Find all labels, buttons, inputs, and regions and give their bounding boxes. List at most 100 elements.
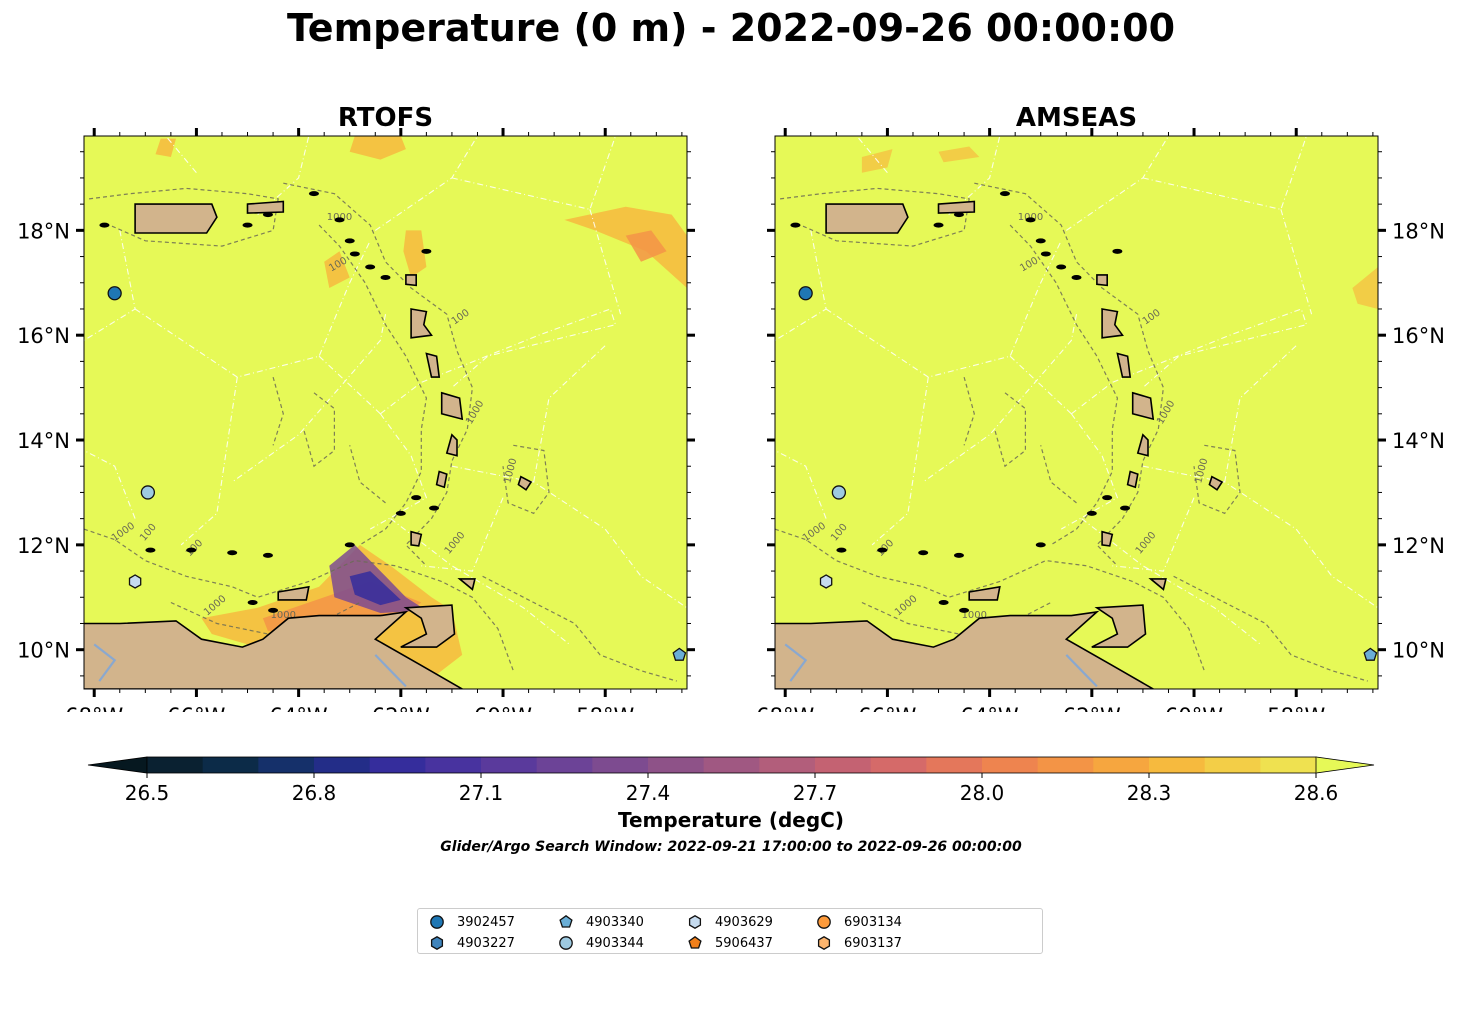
temperature-anomaly bbox=[349, 136, 406, 160]
temperature-anomaly bbox=[349, 571, 401, 606]
small-island bbox=[1086, 510, 1097, 516]
antigua-island bbox=[1096, 274, 1109, 287]
colorbar-tick-label: 28.3 bbox=[1127, 781, 1172, 805]
legend-item-4903629: 4903629 bbox=[686, 912, 773, 932]
trinidad-island bbox=[400, 604, 456, 648]
lon-tick-label: 62°W bbox=[372, 704, 430, 712]
legend-marker-icon bbox=[688, 915, 702, 929]
colorbar-segment bbox=[202, 757, 259, 773]
eez-boundary bbox=[1142, 465, 1378, 609]
colorbar-segment bbox=[369, 757, 426, 773]
tobago-island bbox=[1148, 578, 1167, 591]
lat-tick-label: 14°N bbox=[17, 429, 70, 453]
lon-tick-label: 60°W bbox=[1165, 704, 1223, 712]
eez-boundary bbox=[231, 314, 387, 483]
colorbar-segment bbox=[815, 757, 872, 773]
rtofs-panel-title: RTOFS bbox=[338, 103, 433, 133]
margarita-island bbox=[968, 585, 1001, 601]
st-lucia-island bbox=[445, 433, 458, 457]
lon-tick-label: 66°W bbox=[858, 704, 916, 712]
small-island bbox=[1056, 264, 1067, 270]
lat-tick-label: 16°N bbox=[1392, 324, 1445, 348]
legend-marker-icon bbox=[430, 936, 444, 950]
eez-boundary bbox=[856, 136, 888, 174]
legend-marker-3902457 bbox=[430, 915, 444, 929]
tobago-island bbox=[457, 578, 476, 591]
puerto-rico-island bbox=[825, 203, 909, 234]
eez-boundary bbox=[775, 230, 827, 341]
virgin-islands bbox=[937, 200, 976, 214]
colorbar-segment bbox=[592, 757, 649, 773]
colorbar-tick-label: 27.7 bbox=[793, 781, 838, 805]
small-island bbox=[395, 510, 406, 516]
small-island bbox=[1025, 217, 1036, 223]
barbados-island bbox=[517, 475, 533, 491]
float-marker-4903629 bbox=[128, 574, 142, 589]
colorbar-segment bbox=[1037, 757, 1094, 773]
lon-tick-label: 68°W bbox=[756, 704, 814, 712]
float-marker-3902457 bbox=[107, 286, 122, 301]
eez-boundary bbox=[1071, 308, 1308, 415]
colorbar-label: Temperature (degC) bbox=[618, 808, 844, 832]
bathymetry-contour bbox=[502, 444, 550, 515]
colorbar-tick-label: 27.4 bbox=[626, 781, 671, 805]
st-lucia-island bbox=[1136, 433, 1149, 457]
lat-tick-label: 10°N bbox=[17, 639, 70, 663]
lat-tick-label: 16°N bbox=[17, 324, 70, 348]
small-island bbox=[349, 251, 360, 257]
small-island bbox=[429, 505, 440, 511]
legend-item-4903344: 4903344 bbox=[557, 933, 644, 953]
colorbar-segment bbox=[982, 757, 1039, 773]
small-island bbox=[918, 550, 929, 556]
legend-item-5906437: 5906437 bbox=[686, 933, 773, 953]
colorbar-segment bbox=[425, 757, 482, 773]
amseas-map-body: 1000100100100010001000100100100010001000 bbox=[775, 136, 1378, 689]
eez-boundary bbox=[180, 377, 238, 546]
river bbox=[784, 643, 808, 682]
colorbar-segment bbox=[1204, 757, 1261, 773]
float-marker-4903629 bbox=[819, 574, 833, 589]
legend-marker-icon bbox=[817, 915, 831, 929]
lon-tick-label: 64°W bbox=[961, 704, 1019, 712]
legend-label: 4903344 bbox=[586, 935, 644, 951]
guadeloupe-island bbox=[410, 308, 433, 339]
small-island bbox=[1071, 275, 1082, 281]
small-island bbox=[262, 212, 273, 218]
float-marker-4903344 bbox=[140, 485, 156, 500]
eez-boundary bbox=[1081, 518, 1261, 645]
dominica-island bbox=[1116, 352, 1132, 378]
venezuela-coast bbox=[84, 610, 464, 689]
float-marker-4903340 bbox=[1363, 647, 1378, 661]
small-island bbox=[999, 191, 1010, 197]
eez-boundary bbox=[84, 450, 136, 519]
bathymetry-contour bbox=[272, 376, 284, 446]
small-island bbox=[308, 191, 319, 197]
bathymetry-contour bbox=[84, 528, 514, 671]
eez-boundary bbox=[390, 518, 570, 645]
st-vincent-island bbox=[435, 470, 448, 489]
eez-boundary bbox=[374, 136, 478, 231]
legend-item-6903134: 6903134 bbox=[815, 912, 902, 932]
legend-marker-4903629 bbox=[688, 915, 702, 929]
legend-label: 5906437 bbox=[715, 935, 773, 951]
bathymetry-contour bbox=[349, 445, 386, 504]
bathymetry-contour bbox=[994, 392, 1026, 468]
colorbar-extend-low bbox=[87, 756, 148, 774]
temperature-anomaly bbox=[625, 230, 667, 262]
eez-boundary bbox=[922, 314, 1078, 483]
small-island bbox=[247, 600, 258, 606]
river bbox=[1065, 654, 1098, 688]
colorbar-segment bbox=[258, 757, 315, 773]
eez-boundary bbox=[871, 377, 929, 546]
lon-tick-label: 58°W bbox=[1267, 704, 1325, 712]
small-island bbox=[268, 607, 279, 613]
contour-label: 1000 bbox=[1018, 212, 1043, 223]
colorbar-svg: 26.5 26.8 27.1 27.4 27.7 28.0 28.3 28.6 bbox=[87, 756, 1375, 805]
colorbar-extend-high bbox=[1315, 756, 1375, 774]
small-island bbox=[938, 600, 949, 606]
lon-tick-label: 66°W bbox=[167, 704, 225, 712]
small-island bbox=[953, 552, 964, 558]
colorbar-segment bbox=[870, 757, 927, 773]
colorbar-tick-label: 28.0 bbox=[960, 781, 1005, 805]
margarita-island bbox=[277, 585, 310, 601]
